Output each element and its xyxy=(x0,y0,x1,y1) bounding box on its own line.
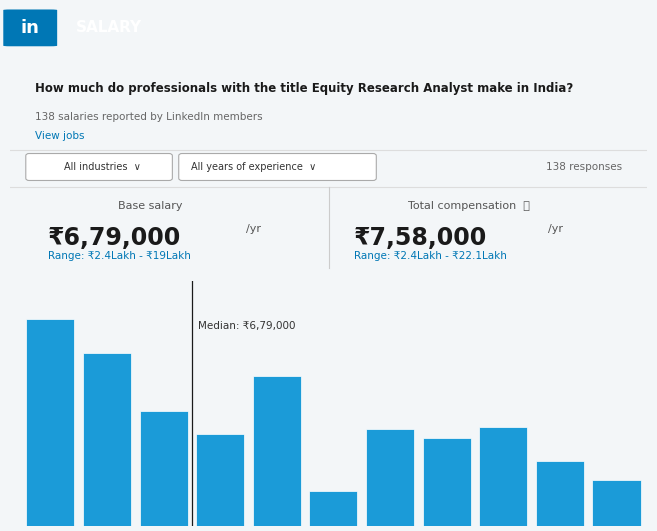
Text: 138 responses: 138 responses xyxy=(545,162,622,172)
Bar xyxy=(83,353,131,526)
Bar xyxy=(593,479,641,526)
Bar xyxy=(536,461,584,526)
Text: All years of experience  ∨: All years of experience ∨ xyxy=(191,162,317,172)
Bar xyxy=(366,429,414,526)
Bar xyxy=(26,319,74,526)
Bar xyxy=(309,491,357,526)
Text: Range: ₹2.4Lakh - ₹22.1Lakh: Range: ₹2.4Lakh - ₹22.1Lakh xyxy=(354,251,507,261)
FancyBboxPatch shape xyxy=(179,153,376,181)
Text: View jobs: View jobs xyxy=(35,131,85,141)
Bar xyxy=(139,410,188,526)
Text: Range: ₹2.4Lakh - ₹19Lakh: Range: ₹2.4Lakh - ₹19Lakh xyxy=(48,251,191,261)
FancyBboxPatch shape xyxy=(3,10,57,46)
Text: /yr: /yr xyxy=(549,224,563,234)
Bar xyxy=(422,438,470,526)
Text: All industries  ∨: All industries ∨ xyxy=(64,162,141,172)
Text: SALARY: SALARY xyxy=(76,20,142,36)
Text: Median: ₹6,79,000: Median: ₹6,79,000 xyxy=(198,321,295,331)
Text: ₹7,58,000: ₹7,58,000 xyxy=(354,226,487,250)
FancyBboxPatch shape xyxy=(26,153,172,181)
Bar xyxy=(253,376,301,526)
Text: ₹6,79,000: ₹6,79,000 xyxy=(48,226,181,250)
Text: 138 salaries reported by LinkedIn members: 138 salaries reported by LinkedIn member… xyxy=(35,112,263,122)
Text: How much do professionals with the title Equity Research Analyst make in India?: How much do professionals with the title… xyxy=(35,82,574,95)
Text: Base salary: Base salary xyxy=(118,201,182,211)
Bar xyxy=(479,427,528,526)
Bar xyxy=(196,434,244,526)
Text: Total compensation  ⓘ: Total compensation ⓘ xyxy=(408,201,530,211)
Text: /yr: /yr xyxy=(246,224,261,234)
Text: in: in xyxy=(21,19,39,37)
